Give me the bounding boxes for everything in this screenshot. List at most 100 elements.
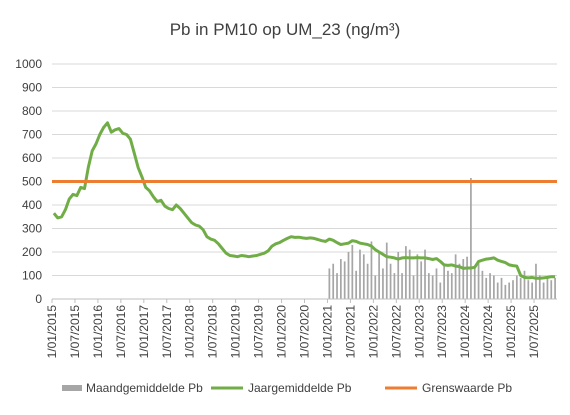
legend-label-jaar: Jaargemiddelde Pb [248,381,352,395]
chart-title: Pb in PM10 op UM_23 (ng/m³) [170,20,401,39]
bar-maandgemiddelde [477,261,480,299]
bar-maandgemiddelde [374,275,377,299]
y-tick-label: 400 [22,198,42,212]
legend-swatch-maand [62,385,82,391]
bar-maandgemiddelde [405,246,407,299]
bar-maandgemiddelde [500,277,503,299]
bar-maandgemiddelde [424,249,426,299]
bar-series-maandgemiddelde [328,177,556,299]
bar-maandgemiddelde [339,259,342,299]
bar-maandgemiddelde [504,284,507,299]
bar-maandgemiddelde [519,277,522,299]
bar-maandgemiddelde [462,259,465,299]
bar-maandgemiddelde [523,270,526,299]
x-axis: 1/01/2015 1/07/2015 1/01/2016 1/07/2016 1/01… [45,298,557,359]
bar-maandgemiddelde [546,277,549,299]
bar-maandgemiddelde [336,273,338,299]
y-tick-label: 0 [35,292,42,306]
bar-maandgemiddelde [508,282,511,299]
x-tick-label: 1/07/2017 [160,305,174,359]
bar-maandgemiddelde [408,249,411,299]
legend-label-maand: Maandgemiddelde Pb [86,381,203,395]
bar-maandgemiddelde [332,263,335,299]
bar-maandgemiddelde [362,254,365,299]
x-tick-label: 1/01/2022 [366,305,380,359]
bar-maandgemiddelde [370,241,373,299]
bar-maandgemiddelde [431,275,434,299]
y-tick-label: 500 [22,175,42,189]
x-tick-label: 1/01/2017 [137,305,151,359]
bar-maandgemiddelde [378,252,380,299]
bar-maandgemiddelde [538,275,541,299]
bar-maandgemiddelde [382,268,384,299]
bar-maandgemiddelde [550,280,553,299]
x-tick-label: 1/01/2020 [275,305,289,359]
bar-maandgemiddelde [351,244,354,299]
bar-maandgemiddelde [542,282,545,299]
y-tick-label: 300 [22,222,42,236]
bar-maandgemiddelde [443,263,446,299]
bar-maandgemiddelde [427,273,430,299]
x-tick-label: 1/07/2021 [343,305,357,359]
x-tick-label: 1/01/2019 [229,305,243,359]
x-tick-label: 1/01/2024 [458,305,472,359]
bar-maandgemiddelde [512,280,514,299]
x-tick-label: 1/07/2018 [206,305,220,359]
x-tick-label: 1/01/2016 [91,305,105,359]
x-tick-label: 1/07/2015 [68,305,82,359]
bar-maandgemiddelde [489,273,491,299]
x-tick-label: 1/07/2020 [298,305,312,359]
bar-maandgemiddelde [412,275,415,299]
gridlines [52,63,557,276]
bar-maandgemiddelde [450,273,453,299]
bar-maandgemiddelde [347,252,350,299]
legend-label-grens: Grenswaarde Pb [422,381,512,395]
bar-maandgemiddelde [328,268,331,299]
bar-maandgemiddelde [493,275,495,299]
bar-maandgemiddelde [447,270,449,299]
y-tick-label: 600 [22,151,42,165]
bar-maandgemiddelde [389,263,392,299]
bar-maandgemiddelde [343,261,346,299]
bar-maandgemiddelde [481,270,484,299]
bar-maandgemiddelde [527,280,530,299]
x-tick-label: 1/01/2025 [504,305,518,359]
line-series [52,121,557,280]
x-tick-label: 1/07/2025 [527,305,541,359]
bar-maandgemiddelde [473,266,476,299]
x-tick-label: 1/01/2018 [183,305,197,359]
x-tick-label: 1/07/2019 [252,305,266,359]
bar-maandgemiddelde [485,277,488,299]
bar-maandgemiddelde [439,282,442,299]
y-tick-label: 700 [22,128,42,142]
x-tick-label: 1/07/2016 [114,305,128,359]
bar-maandgemiddelde [366,263,369,299]
bar-maandgemiddelde [385,242,388,299]
y-tick-label: 1000 [15,57,42,71]
bar-maandgemiddelde [515,275,518,299]
bar-maandgemiddelde [435,268,438,299]
bar-maandgemiddelde [359,249,361,299]
y-tick-label: 200 [22,245,42,259]
bar-maandgemiddelde [466,256,468,299]
bar-maandgemiddelde [416,254,419,299]
bar-maandgemiddelde [420,261,423,299]
bar-maandgemiddelde [470,177,472,299]
y-tick-label: 900 [22,81,42,95]
x-tick-label: 1/01/2015 [45,305,59,359]
x-tick-label: 1/07/2023 [435,305,449,359]
x-tick-label: 1/07/2024 [481,305,495,359]
y-axis: 0 100 200 300 400 500 600 700 800 900 1000 [15,57,42,306]
x-tick-label: 1/01/2023 [412,305,426,359]
bar-maandgemiddelde [535,263,537,299]
bar-maandgemiddelde [401,273,403,299]
bar-maandgemiddelde [393,273,396,299]
x-tick-label: 1/07/2022 [389,305,403,359]
bar-maandgemiddelde [496,282,499,299]
y-tick-label: 800 [22,104,42,118]
bar-maandgemiddelde [531,282,533,299]
bar-maandgemiddelde [554,277,556,299]
bar-maandgemiddelde [397,252,400,299]
y-tick-label: 100 [22,269,42,283]
